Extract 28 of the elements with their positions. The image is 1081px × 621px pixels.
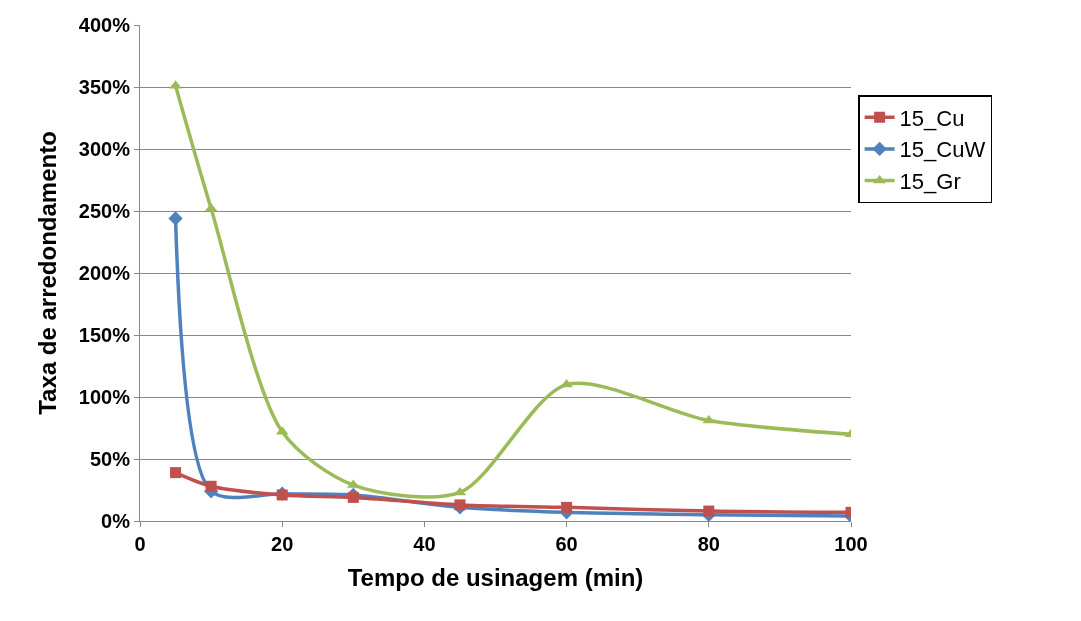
y-tick-label: 100% [78,386,131,408]
point [170,467,182,479]
x-tick-label: 80 [697,533,720,555]
y-tick-label: 150% [78,324,131,346]
x-tick-label: 0 [134,533,146,555]
x-axis-title: Tempo de usinagem (min) [347,564,644,592]
x-tick-label: 60 [555,533,578,555]
point [454,499,466,511]
legend-label: 15_Cu [899,105,965,131]
legend-label: 15_Gr [899,169,961,195]
point [347,491,359,503]
point [168,211,183,226]
y-tick-label: 350% [78,76,131,98]
legend-label: 15_CuW [899,137,986,163]
y-tick-label: 400% [78,14,131,36]
x-tick-label: 20 [271,533,294,555]
point [205,480,217,492]
point [453,486,467,496]
point [703,505,715,517]
point [561,501,573,513]
x-tick-label: 100 [834,533,868,555]
y-tick-label: 300% [78,138,131,160]
y-tick-label: 0% [101,510,131,532]
y-axis-title: Taxa de arredondamento [33,131,61,415]
y-tick-label: 250% [78,200,131,222]
y-tick-label: 200% [78,262,131,284]
y-tick-label: 50% [89,448,131,470]
x-tick-label: 40 [413,533,436,555]
